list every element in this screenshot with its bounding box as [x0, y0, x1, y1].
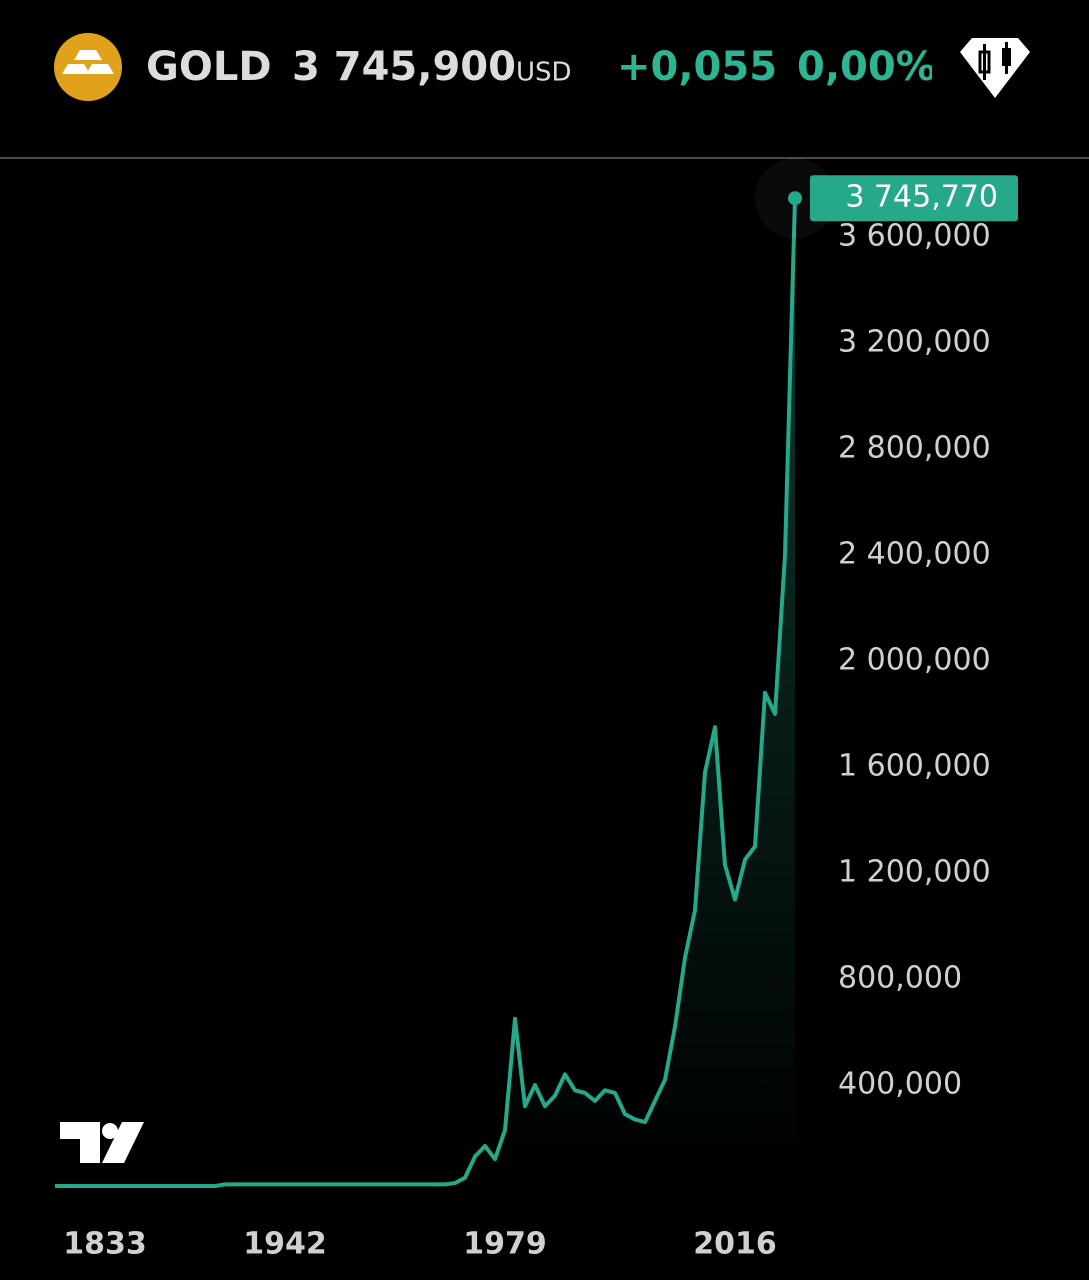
x-tick-label: 1833 [63, 1227, 147, 1262]
price: 3 745,900 [292, 44, 516, 90]
y-tick-label: 3 600,000 [838, 218, 991, 253]
plot: 3 600,000 3 200,000 2 800,000 2 400,000 2 00… [55, 158, 1018, 1262]
y-tick-label: 2 800,000 [838, 430, 991, 465]
symbol: GOLD [146, 44, 272, 90]
tv-logo [60, 1122, 144, 1163]
y-tick-label: 2 400,000 [838, 536, 991, 571]
y-tick-label: 3 200,000 [838, 324, 991, 359]
price-tag-label: 3 745,770 [845, 180, 998, 215]
change-percent: 0,00% [797, 44, 936, 90]
y-tick-label: 2 000,000 [838, 642, 991, 677]
coin-icon [54, 33, 122, 101]
y-tick-label: 400,000 [838, 1066, 962, 1101]
x-tick-label: 1979 [463, 1227, 547, 1262]
y-tick-label: 800,000 [838, 960, 962, 995]
price-tag [810, 175, 1018, 222]
currency: USD [516, 58, 572, 88]
last-point [788, 191, 802, 206]
price-line [55, 198, 797, 1188]
y-tick-label: 1 200,000 [838, 854, 991, 889]
x-tick-label: 1942 [243, 1227, 327, 1262]
clip: 0,00% [797, 44, 936, 90]
x-tick-label: 2016 [693, 1227, 777, 1262]
y-tick-label: 1 600,000 [838, 748, 991, 783]
area [55, 198, 795, 1192]
candle-icon[interactable] [960, 38, 1030, 98]
change: +0,055 [617, 44, 777, 90]
